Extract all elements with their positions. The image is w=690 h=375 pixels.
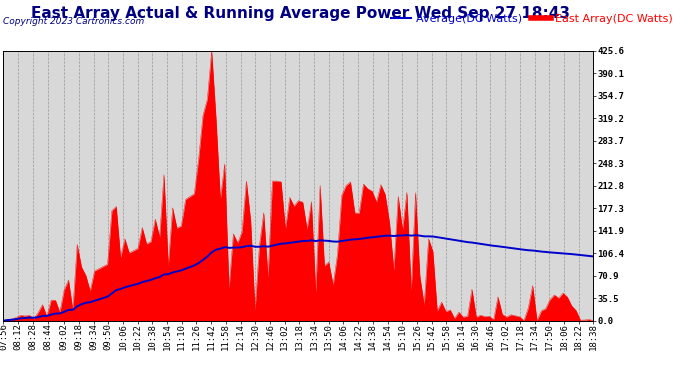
- Legend: Average(DC Watts), East Array(DC Watts): Average(DC Watts), East Array(DC Watts): [387, 9, 678, 28]
- Text: East Array Actual & Running Average Power Wed Sep 27 18:43: East Array Actual & Running Average Powe…: [30, 6, 570, 21]
- Text: Copyright 2023 Cartronics.com: Copyright 2023 Cartronics.com: [3, 17, 145, 26]
